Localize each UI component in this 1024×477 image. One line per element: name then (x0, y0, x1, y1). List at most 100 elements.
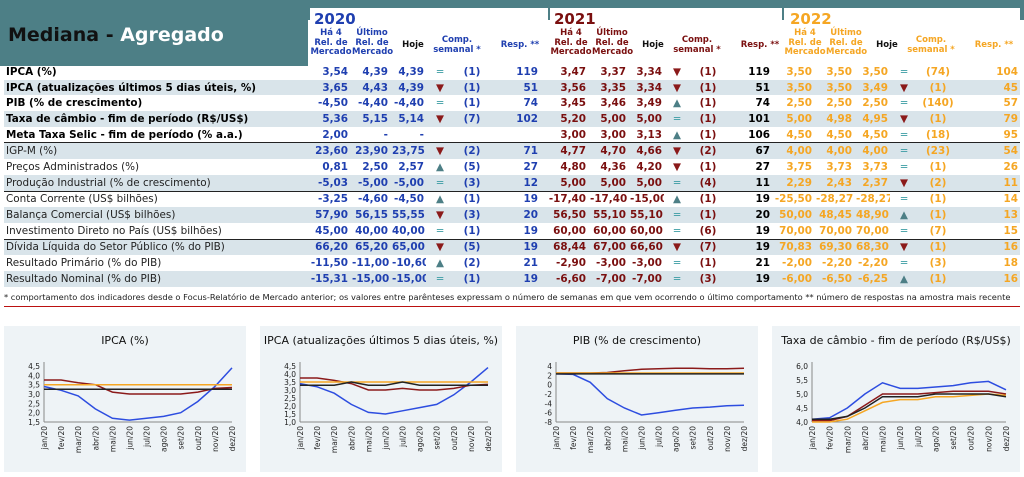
equal-icon: ═ (890, 142, 918, 160)
value-cell: 2,29 (772, 174, 814, 191)
responses-cell: 26 (1003, 160, 1018, 173)
table-row: PIB (% de crescimento) -4,50 -4,40 -4,40 ═ (1… (4, 95, 1020, 111)
value-cell: -15,00 (390, 270, 426, 287)
equal-icon: ═ (436, 97, 444, 110)
responses-cell: 119 (748, 65, 770, 78)
value-cell: -4,50 (318, 97, 348, 110)
value-cell: -3,00 (596, 257, 626, 270)
responses-cell: 104 (996, 65, 1018, 78)
responses-cell: 95 (1003, 128, 1018, 141)
weeks-cell: (1) (690, 207, 726, 223)
x-tick-label: jul/20 (655, 426, 664, 448)
value-cell: 3,65 (306, 79, 350, 96)
x-tick-label: fev/20 (569, 426, 578, 450)
value-cell: 57,90 (306, 207, 350, 223)
weeks-cell: (1) (918, 207, 958, 223)
value-cell: -2,00 (782, 257, 812, 270)
value-cell: 3,73 (862, 160, 888, 173)
value-cell: 4,39 (390, 79, 426, 96)
responses-cell: 19 (755, 224, 770, 237)
series-line-2020 (811, 380, 1007, 420)
responses-cell: 11 (958, 174, 1020, 191)
x-tick-label: abr/20 (861, 426, 870, 451)
value-cell: -2,20 (858, 257, 888, 270)
value-cell: -15,31 (306, 270, 350, 287)
y-tick-label: 5,5 (796, 376, 808, 385)
year-2020-header (310, 8, 548, 66)
value-cell: -17,40 (540, 190, 588, 208)
value-cell: 4,98 (814, 111, 854, 127)
y-tick-label: -4 (545, 399, 553, 408)
down-arrow-icon: ▼ (890, 79, 918, 96)
weeks-cell: (1) (699, 65, 717, 78)
chart-svg: 1,52,02,53,03,54,04,5 jan/20 fev/20 mar/20 a… (28, 362, 237, 453)
x-tick-label: ago/20 (672, 426, 681, 452)
responses-cell: 19 (490, 270, 540, 287)
up-arrow-icon (426, 127, 454, 143)
value-cell: 2,50 (862, 97, 888, 110)
value-cell: 68,30 (854, 238, 890, 256)
x-tick-label: dez/20 (1002, 426, 1011, 452)
x-tick-label: jul/20 (914, 426, 923, 448)
responses-cell: 101 (726, 111, 772, 127)
x-tick-label: mai/20 (620, 426, 629, 452)
value-cell: -4,60 (350, 190, 390, 208)
value-cell: -25,50 (772, 190, 814, 208)
up-arrow-icon: ▲ (426, 190, 454, 208)
weeks-cell: (74) (926, 65, 950, 78)
up-arrow-icon: ▲ (436, 257, 444, 270)
value-cell: 5,00 (772, 111, 814, 127)
x-tick-label: jan/20 (808, 426, 817, 451)
y-tick-label: 1,5 (284, 410, 296, 419)
value-cell: 3,50 (826, 65, 852, 78)
value-cell: 5,00 (588, 174, 628, 191)
weeks-cell: (18) (926, 128, 950, 141)
value-cell: 2,43 (814, 174, 854, 191)
down-arrow-icon: ▼ (664, 79, 690, 96)
weeks-cell: (1) (699, 160, 717, 173)
col-header-2022-hoje: Hoje (876, 40, 898, 50)
equal-icon: ═ (890, 190, 918, 208)
down-arrow-icon: ▼ (664, 238, 690, 256)
value-cell: -28,27 (854, 190, 890, 208)
x-tick-label: mar/20 (843, 426, 852, 453)
col-header-2022-comp: Comp. semanal * (907, 35, 955, 55)
responses-cell: 19 (490, 190, 540, 208)
value-cell: 3,34 (636, 65, 662, 78)
chart-title: Taxa de câmbio - fim de período (R$/US$) (781, 334, 1011, 347)
col-header-2021-resp: Resp. ** (740, 40, 780, 50)
value-cell: 2,50 (786, 97, 812, 110)
value-cell: 4,50 (862, 128, 888, 141)
equal-icon: ═ (664, 270, 690, 287)
value-cell: 55,10 (588, 207, 628, 223)
value-cell: 3,00 (600, 128, 626, 141)
year-2022-header (784, 8, 1020, 66)
value-cell: 4,00 (772, 142, 814, 160)
weeks-cell: (1) (918, 111, 958, 127)
col-header-2020-ha4: Há 4 Rel. de Mercado (310, 28, 352, 57)
equal-icon: ═ (436, 224, 444, 237)
weeks-cell: (1) (463, 224, 481, 237)
value-cell: 3,50 (786, 65, 812, 78)
chart-svg: 1,01,52,02,53,03,54,04,5 jan/20 fev/20 mar/… (284, 362, 493, 453)
value-cell: 60,00 (630, 224, 663, 237)
value-cell: 3,34 (628, 79, 664, 96)
series-line-2021 (44, 379, 233, 395)
value-cell: -6,00 (772, 270, 814, 287)
responses-cell: 21 (755, 257, 770, 270)
col-header-2020-ultimo: Último Rel. de Mercado (352, 28, 394, 57)
y-tick-label: 2,0 (284, 402, 296, 411)
value-cell: 55,55 (390, 207, 426, 223)
value-cell: -4,50 (390, 190, 426, 208)
table-row: Meta Taxa Selic - fim de período (% a.a.… (4, 127, 1020, 143)
responses-cell: 13 (958, 207, 1020, 223)
value-cell: 60,00 (553, 224, 586, 237)
x-tick-label: set/20 (433, 426, 442, 450)
equal-icon: ═ (900, 160, 908, 173)
responses-cell: 74 (523, 97, 538, 110)
value-cell: -11,50 (310, 257, 348, 270)
weeks-cell: (4) (690, 174, 726, 191)
responses-cell: 19 (726, 238, 772, 256)
value-cell: 4,36 (600, 160, 626, 173)
series-line-2020 (299, 367, 489, 415)
